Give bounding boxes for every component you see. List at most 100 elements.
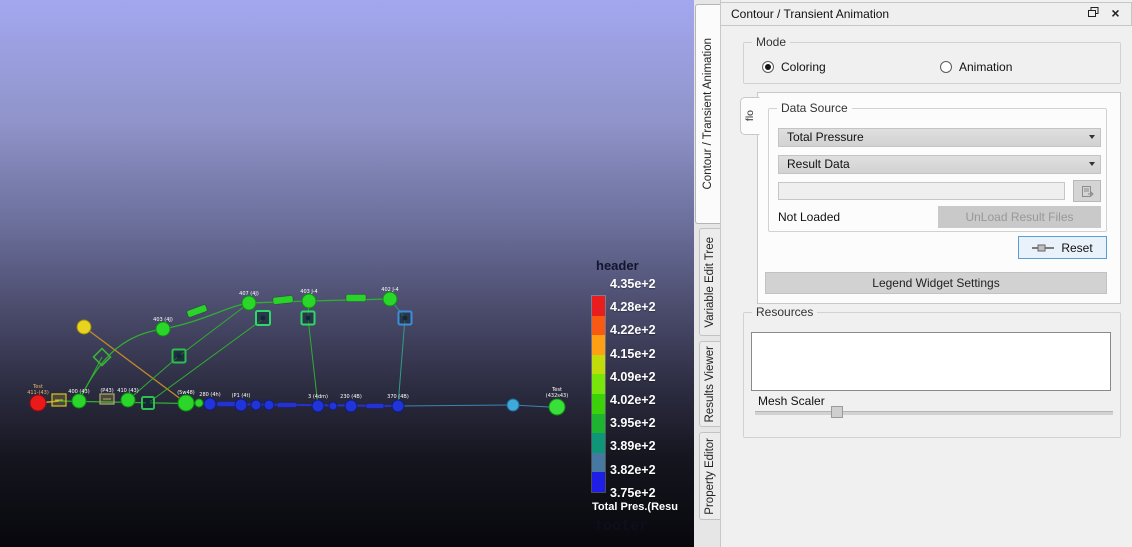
panel-title: Contour / Transient Animation [731,7,890,21]
tab-variable-edit-tree[interactable]: Variable Edit Tree [699,228,720,336]
scene-node-label: Test [551,387,562,393]
scene-node-label: Test [32,384,43,390]
legend-color-segment [592,296,605,316]
slider-icon [1032,244,1055,251]
legend-ticks: 4.35e+2 4.28e+2 4.22e+2 4.15e+2 4.09e+2 4.02e… [610,273,656,505]
float-panel-icon[interactable] [1085,4,1102,21]
legend-colorbar [592,296,605,492]
scene-square-node-dot [305,315,311,321]
scene-node-label: 280 (4h) [199,392,220,398]
scene-node-label: 400 (43) [68,389,89,395]
coloring-radio-label: Coloring [781,60,826,74]
scene-pipe[interactable] [272,295,294,305]
reset-button[interactable]: Reset [1018,236,1107,259]
coloring-radio[interactable]: Coloring [762,60,826,74]
close-panel-icon[interactable]: × [1111,4,1120,21]
animation-radio[interactable]: Animation [940,60,1012,74]
legend-widget[interactable]: header 4.35e+2 4.28e+2 4.22e+2 4.15e+2 4.09e… [589,258,693,540]
scene-pipe[interactable] [276,402,298,408]
scene-pipe[interactable] [365,403,385,409]
tab-contour-transient-animation[interactable]: Contour / Transient Animation [695,4,720,224]
scene-node[interactable] [250,399,262,411]
scene-pipe[interactable] [216,401,238,407]
scene-node[interactable] [155,321,171,337]
scene-node[interactable] [71,393,87,409]
scene-square-node-dot [176,353,182,359]
settings-panel: Contour / Transient Animation × Mode Col… [720,0,1132,547]
scene-node-label: 230 (4B) [340,394,362,400]
legend-tick: 4.02e+2 [610,392,656,407]
legend-widget-settings-button[interactable]: Legend Widget Settings [765,272,1107,294]
dock-tabstrip: Contour / Transient Animation Variable E… [694,0,720,547]
legend-tick: 4.28e+2 [610,300,656,315]
tab-results-viewer[interactable]: Results Viewer [699,341,720,427]
panel-titlebar[interactable]: Contour / Transient Animation [721,2,1132,26]
legend-color-segment [592,315,605,336]
scene-edge[interactable] [147,318,264,404]
legend-color-segment [592,472,605,492]
scene-pipe[interactable] [186,304,208,318]
field-combobox[interactable]: Total Pressure [778,128,1101,147]
scene-node-label: 410 (43) [117,388,138,394]
scene-node[interactable] [328,401,338,411]
scene-node[interactable] [311,399,325,413]
result-file-input[interactable] [778,182,1065,200]
data-source-group-label: Data Source [777,101,852,115]
chevron-down-icon [1089,135,1095,139]
scene-edge[interactable] [397,404,550,408]
scene-edge[interactable] [83,326,187,404]
scene-node[interactable] [301,293,317,309]
scene-node-label: 403 J-4 [300,289,317,295]
scene-node-label: (5w48) [177,390,195,396]
scene-square-node-dot [260,315,266,321]
scene-node[interactable] [548,398,566,416]
animation-radio-label: Animation [959,60,1013,74]
scene-node-label: (P43) [100,388,113,394]
scene-diamond-node[interactable] [92,347,112,367]
3d-viewport[interactable]: Test 411-(43) 400 (43) (P43) 410 (43) (5w48) 2… [0,0,694,547]
scene-node[interactable] [263,399,275,411]
scene-node[interactable] [120,392,136,408]
unload-result-files-button[interactable]: UnLoad Result Files [938,206,1101,228]
legend-tick: 3.95e+2 [610,416,656,431]
legend-color-segment [592,413,605,434]
scene-node[interactable] [506,398,520,412]
resources-group-label: Resources [752,305,818,319]
scene-node-label: 370 (4B) [387,394,409,400]
legend-unit-label: Total Pres.(Resu [592,501,678,513]
scene-node[interactable] [177,394,195,412]
scene-node[interactable] [194,398,204,408]
legend-header: header [596,258,639,273]
scene-edge[interactable] [78,356,103,402]
slider-handle[interactable] [831,406,844,418]
scene-node-label: (432s43) [546,393,568,399]
radio-dot-icon [940,61,952,73]
scene-node[interactable] [234,398,248,412]
load-status-label: Not Loaded [778,210,841,224]
tab-property-editor[interactable]: Property Editor [699,432,720,520]
legend-color-segment [592,354,605,375]
tab-flo[interactable]: flo [740,97,760,135]
legend-tick: 3.89e+2 [610,439,656,454]
scene-node[interactable] [391,399,405,413]
result-type-combobox[interactable]: Result Data [778,155,1101,174]
scene-node[interactable] [241,295,257,311]
scene-node[interactable] [382,291,398,307]
slider-groove[interactable] [755,411,1113,415]
scene-node-label: 3 (4dm) [308,394,328,400]
legend-tick: 4.22e+2 [610,323,656,338]
scene-edge[interactable] [127,302,250,401]
scene-node[interactable] [203,397,217,411]
scene-node[interactable] [76,319,92,335]
resources-listbox[interactable] [751,332,1111,391]
legend-tick: 4.15e+2 [610,346,656,361]
scene-node[interactable] [344,399,358,413]
scene-square-node-dot [402,315,408,321]
legend-tick: 3.75e+2 [610,485,656,500]
legend-color-segment [592,393,605,414]
browse-file-button[interactable] [1073,180,1101,202]
mesh-scaler-slider[interactable] [755,406,1113,419]
scene-pipe[interactable] [345,294,367,302]
scene-node[interactable] [29,394,47,412]
